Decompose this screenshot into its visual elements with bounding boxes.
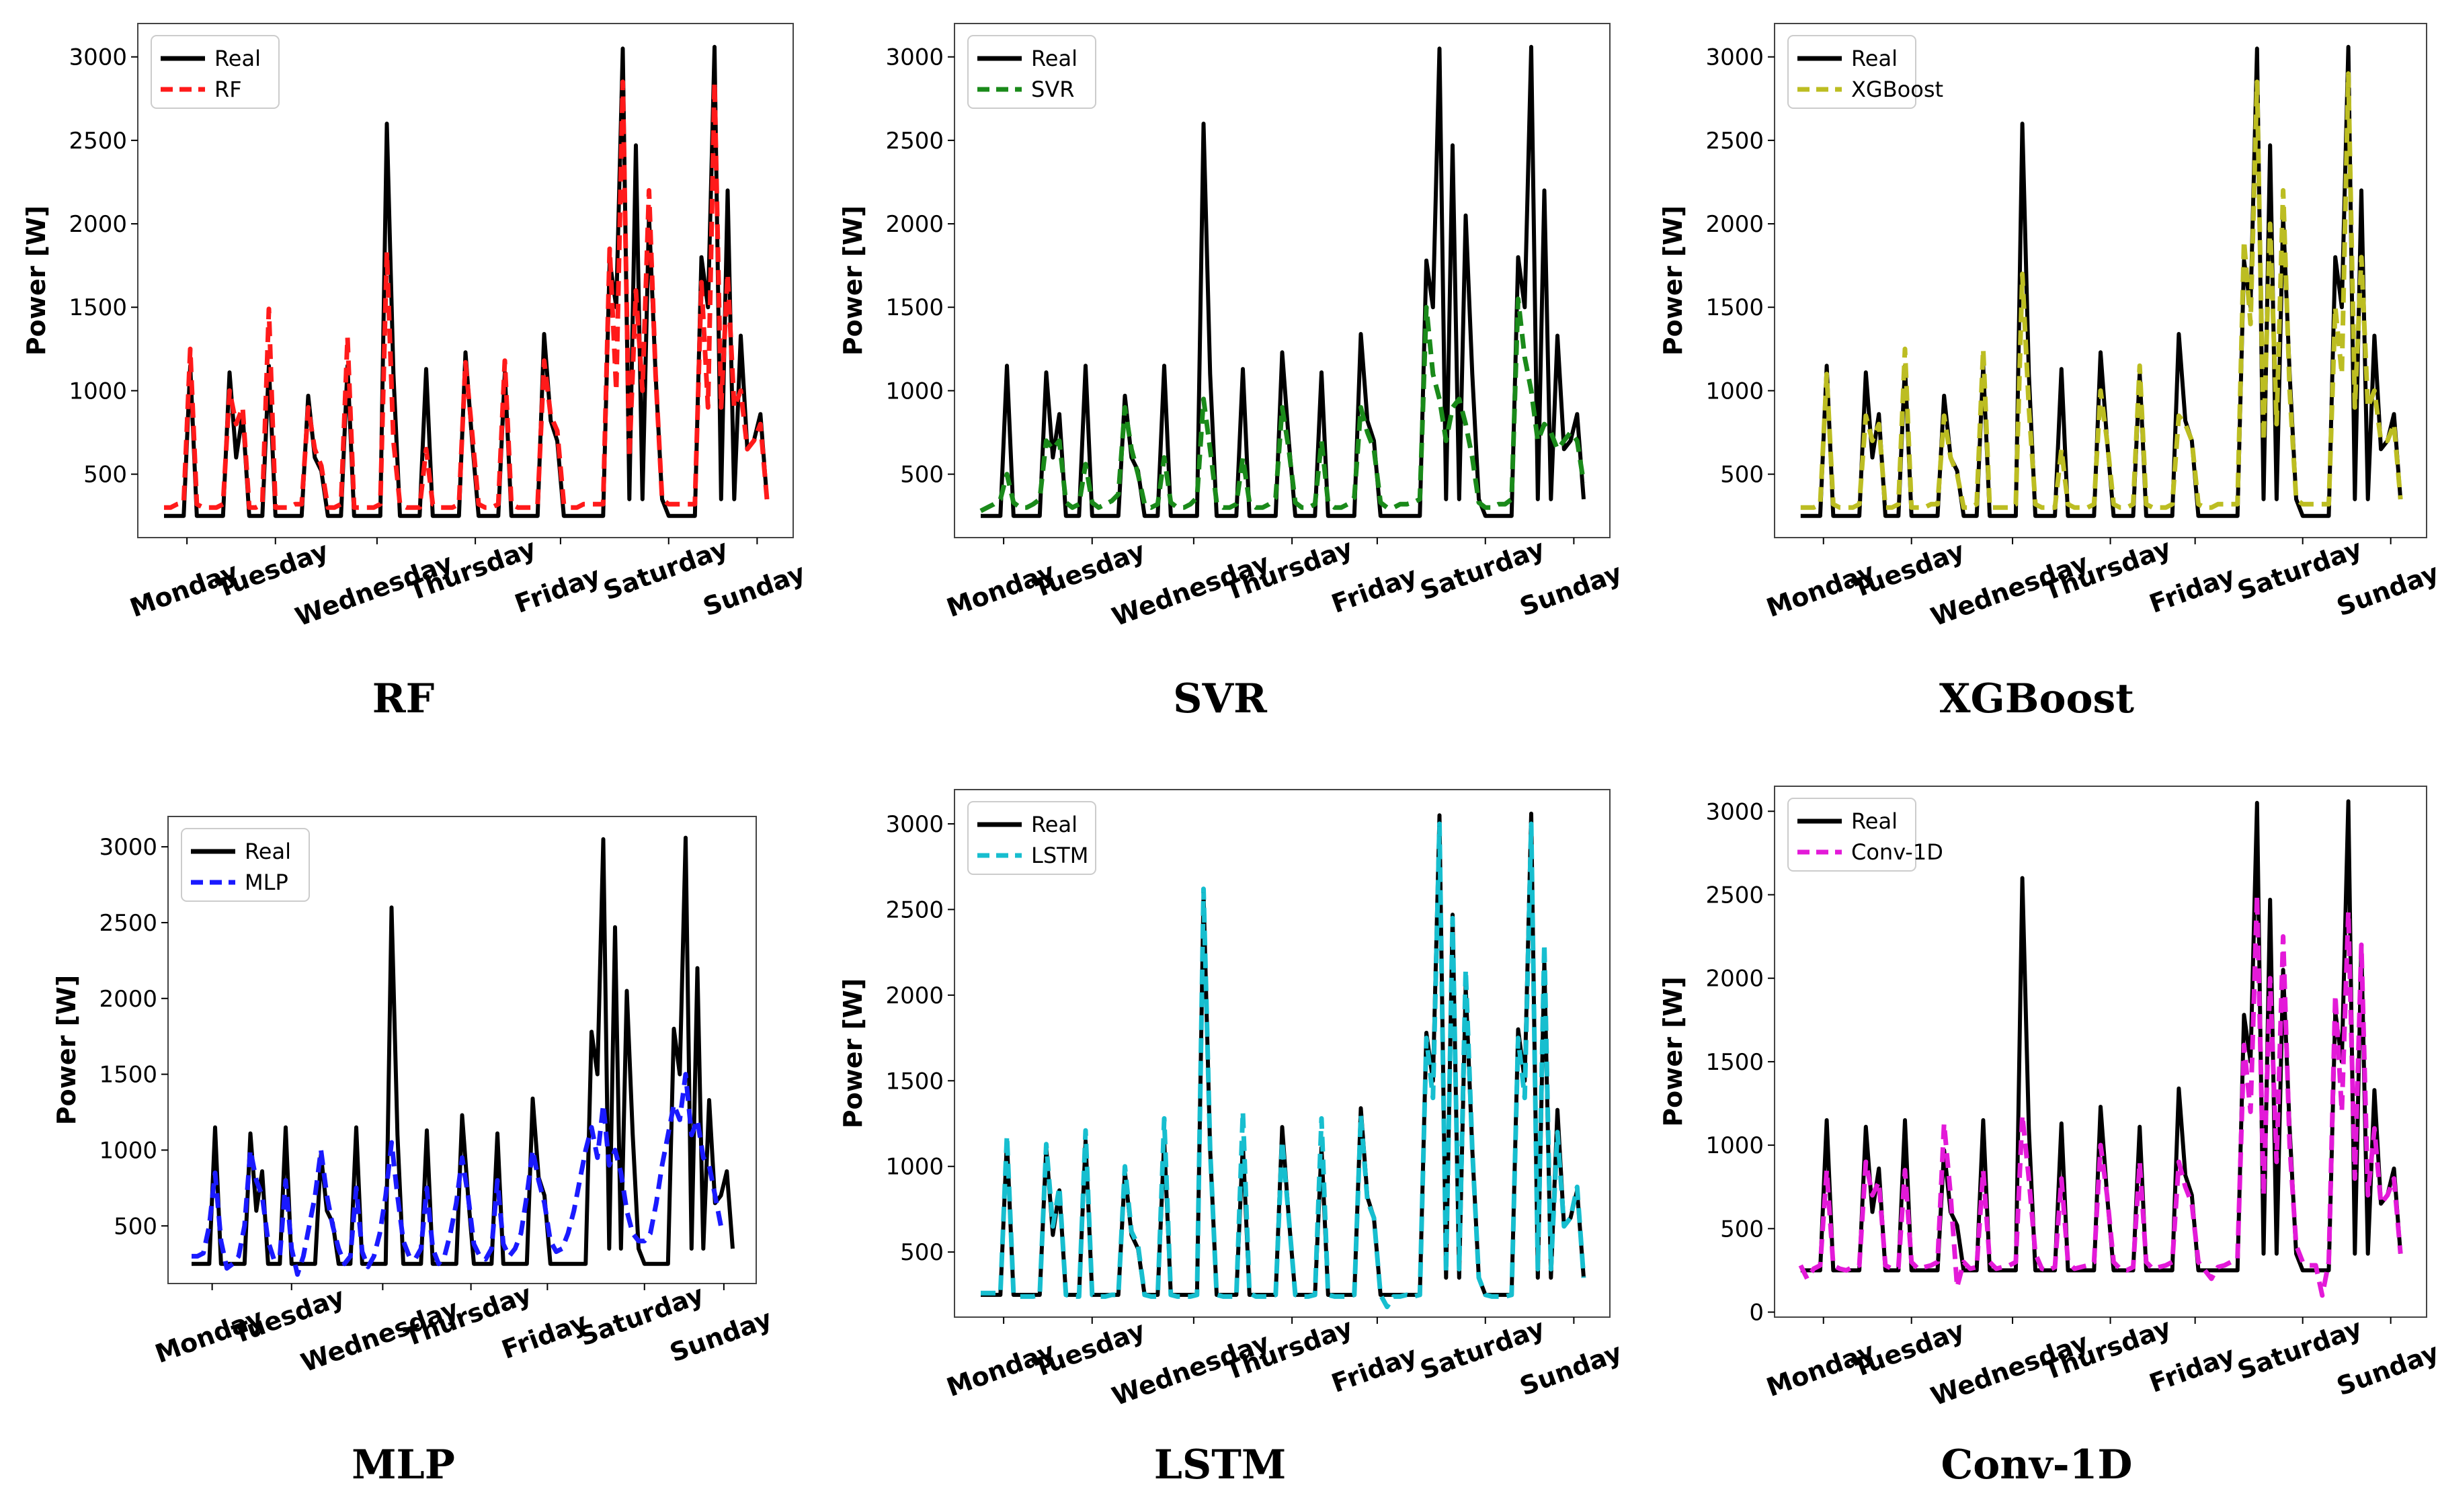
y-tick-label: 2500 xyxy=(885,896,944,923)
panel-caption: RF xyxy=(372,675,434,722)
y-tick-label: 3000 xyxy=(1705,44,1764,71)
y-tick-label: 1500 xyxy=(1705,1049,1764,1076)
y-tick-label: 3000 xyxy=(885,44,944,71)
series-line-real xyxy=(981,44,1586,518)
y-tick-label: 2000 xyxy=(1705,966,1764,993)
y-tick-label: 0 xyxy=(1749,1300,1764,1327)
panel-caption: Conv-1D xyxy=(1941,1441,2133,1488)
legend-label: Conv-1D xyxy=(1851,839,1943,865)
legend-label: Real xyxy=(245,839,291,864)
x-tick-label: Sunday xyxy=(699,558,809,622)
y-tick-label: 1500 xyxy=(885,1068,944,1095)
y-tick-label: 2000 xyxy=(885,982,944,1009)
legend-label: Real xyxy=(1851,46,1898,71)
y-tick-label: 1000 xyxy=(885,1154,944,1181)
y-tick-label: 1000 xyxy=(69,378,127,405)
x-tick-label: Sunday xyxy=(1516,1337,1626,1401)
panel-caption: LSTM xyxy=(1154,1441,1287,1488)
panel-caption: XGBoost xyxy=(1939,675,2134,722)
y-tick-label: 3000 xyxy=(69,44,127,71)
y-tick-label: 1500 xyxy=(99,1062,157,1089)
series-line-lstm xyxy=(981,821,1586,1310)
y-axis-label: Power [W] xyxy=(1658,206,1688,355)
x-tick-label: Sunday xyxy=(1516,558,1626,622)
y-tick-label: 2500 xyxy=(1705,882,1764,909)
series-line-rf xyxy=(164,79,770,510)
y-tick-label: 2000 xyxy=(1705,211,1764,238)
legend-label: SVR xyxy=(1031,77,1074,102)
y-axis-label: Power [W] xyxy=(838,978,868,1128)
y-tick-label: 2500 xyxy=(1705,128,1764,155)
x-tick-label: Tuesday xyxy=(1029,536,1149,603)
series-line-mlp xyxy=(192,1072,723,1277)
y-tick-label: 3000 xyxy=(1705,798,1764,825)
y-axis-label: Power [W] xyxy=(1658,976,1688,1126)
x-tick-label: Tuesday xyxy=(212,536,332,603)
y-tick-label: 1500 xyxy=(885,294,944,321)
y-axis-label: Power [W] xyxy=(22,206,51,355)
y-tick-label: 2000 xyxy=(885,211,944,238)
legend-label: LSTM xyxy=(1031,843,1088,868)
legend-label: MLP xyxy=(245,870,288,895)
x-tick-label: Friday xyxy=(498,1307,592,1365)
y-tick-label: 500 xyxy=(900,1239,944,1266)
y-tick-label: 1000 xyxy=(885,378,944,405)
y-tick-label: 2000 xyxy=(69,211,127,238)
y-tick-label: 1500 xyxy=(1705,294,1764,321)
panel-caption: SVR xyxy=(1173,675,1268,722)
legend-label: Real xyxy=(1031,46,1078,71)
legend-label: RF xyxy=(214,77,242,102)
y-axis-label: Power [W] xyxy=(838,206,868,355)
y-tick-label: 3000 xyxy=(99,834,157,861)
x-tick-label: Friday xyxy=(1328,561,1421,619)
series-line-svr xyxy=(979,296,1586,513)
y-tick-label: 1000 xyxy=(99,1137,157,1164)
y-tick-label: 2500 xyxy=(885,128,944,155)
x-tick-label: Friday xyxy=(2146,561,2239,619)
y-tick-label: 2500 xyxy=(99,910,157,937)
x-tick-label: Tuesday xyxy=(1029,1315,1149,1383)
y-tick-label: 3000 xyxy=(885,811,944,838)
x-tick-label: Friday xyxy=(1328,1341,1421,1398)
x-tick-label: Tuesday xyxy=(1848,536,1968,603)
y-tick-label: 500 xyxy=(1720,1216,1764,1243)
series-line-xgboost xyxy=(1800,71,2403,510)
y-tick-label: 1500 xyxy=(69,294,127,321)
y-tick-label: 500 xyxy=(1720,462,1764,489)
legend-label: Real xyxy=(214,46,261,71)
y-tick-label: 1000 xyxy=(1705,378,1764,405)
y-tick-label: 2000 xyxy=(99,986,157,1013)
y-tick-label: 2500 xyxy=(69,128,127,155)
y-axis-label: Power [W] xyxy=(52,975,81,1125)
legend-label: XGBoost xyxy=(1851,77,1943,102)
x-tick-label: Tuesday xyxy=(1848,1315,1968,1383)
legend-label: Real xyxy=(1851,808,1898,834)
y-tick-label: 1000 xyxy=(1705,1132,1764,1159)
legend-label: Real xyxy=(1031,812,1078,837)
x-tick-label: Friday xyxy=(511,561,604,619)
series-line-conv-1d xyxy=(1798,892,2403,1298)
panel-caption: MLP xyxy=(352,1441,455,1488)
y-tick-label: 500 xyxy=(114,1213,157,1240)
y-tick-label: 500 xyxy=(900,462,944,489)
x-tick-label: Friday xyxy=(2146,1341,2239,1398)
y-tick-label: 500 xyxy=(83,462,127,489)
